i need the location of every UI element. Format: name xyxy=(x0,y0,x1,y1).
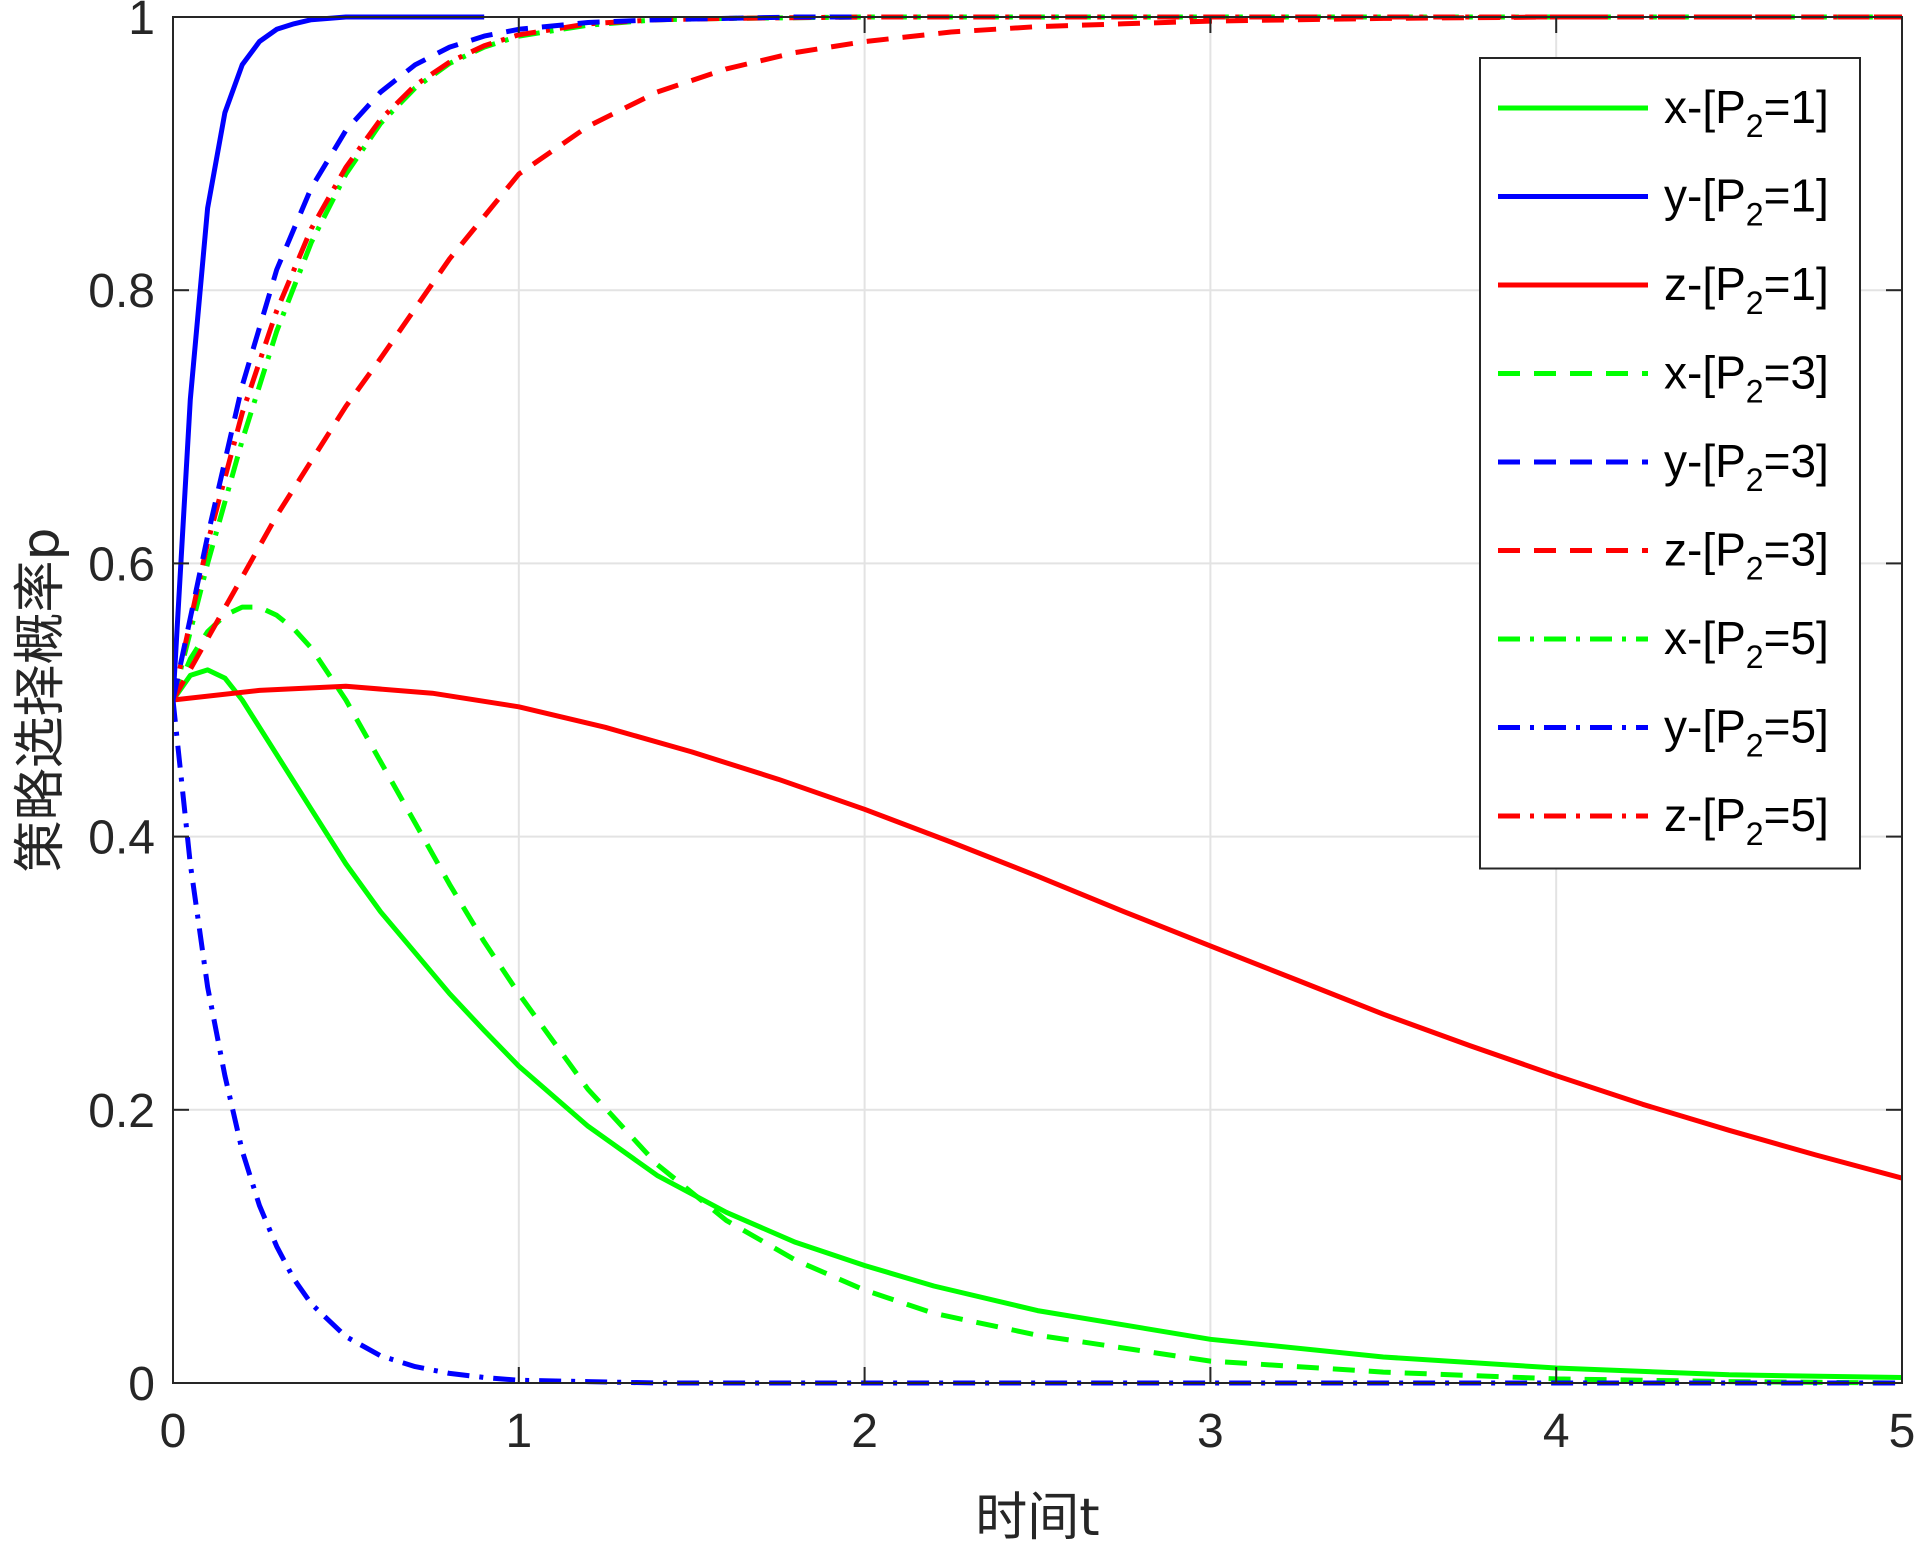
legend: x-[P2=1] y-[P2=1] z-[P2=1] x-[P2=3] y-[P2=3]… xyxy=(1479,57,1861,870)
legend-label-8: z-[P2=5] xyxy=(1664,789,1829,852)
plot-series xyxy=(173,14,1902,1386)
legend-label-2: z-[P2=1] xyxy=(1664,258,1829,321)
legend-label-0: x-[P2=1] xyxy=(1664,81,1829,144)
y-tick-label-2: 0.4 xyxy=(88,812,155,865)
series-line-4 xyxy=(173,14,865,701)
x-tick-label-3: 3 xyxy=(1197,1405,1224,1458)
x-tick-label-1: 1 xyxy=(505,1405,532,1458)
y-tick-label-4: 0.8 xyxy=(88,265,155,318)
legend-label-7: y-[P2=5] xyxy=(1664,701,1829,764)
series-line-5 xyxy=(173,14,1902,702)
x-tick-label-0: 0 xyxy=(160,1405,187,1458)
x-tick-label-5: 5 xyxy=(1889,1405,1915,1458)
legend-label-3: x-[P2=3] xyxy=(1664,347,1829,410)
y-axis-label: 策略选择概率p xyxy=(11,527,71,872)
series-line-7 xyxy=(173,699,1902,1386)
series-line-3 xyxy=(173,604,1902,1386)
x-tick-label-4: 4 xyxy=(1543,1405,1570,1458)
y-tick-label-5: 1 xyxy=(128,0,155,45)
series-line-0 xyxy=(173,667,1902,1380)
series-line-8 xyxy=(173,14,1902,701)
legend-label-6: x-[P2=5] xyxy=(1664,612,1829,675)
legend-label-5: z-[P2=3] xyxy=(1664,524,1829,587)
tick-labels: 0 1 2 3 4 5 0 0.2 0.4 0.6 0.8 1 xyxy=(88,0,1915,1458)
x-axis-label: 时间t xyxy=(975,1488,1099,1544)
legend-label-4: y-[P2=3] xyxy=(1664,435,1829,498)
y-tick-label-1: 0.2 xyxy=(88,1085,155,1138)
x-tick-label-2: 2 xyxy=(851,1405,878,1458)
axis-ticks xyxy=(172,16,1903,1384)
series-line-2 xyxy=(173,683,1902,1181)
y-tick-label-3: 0.6 xyxy=(88,538,155,591)
y-tick-label-0: 0 xyxy=(128,1358,155,1411)
axes-box xyxy=(172,16,1903,1384)
legend-label-1: y-[P2=1] xyxy=(1664,170,1829,233)
